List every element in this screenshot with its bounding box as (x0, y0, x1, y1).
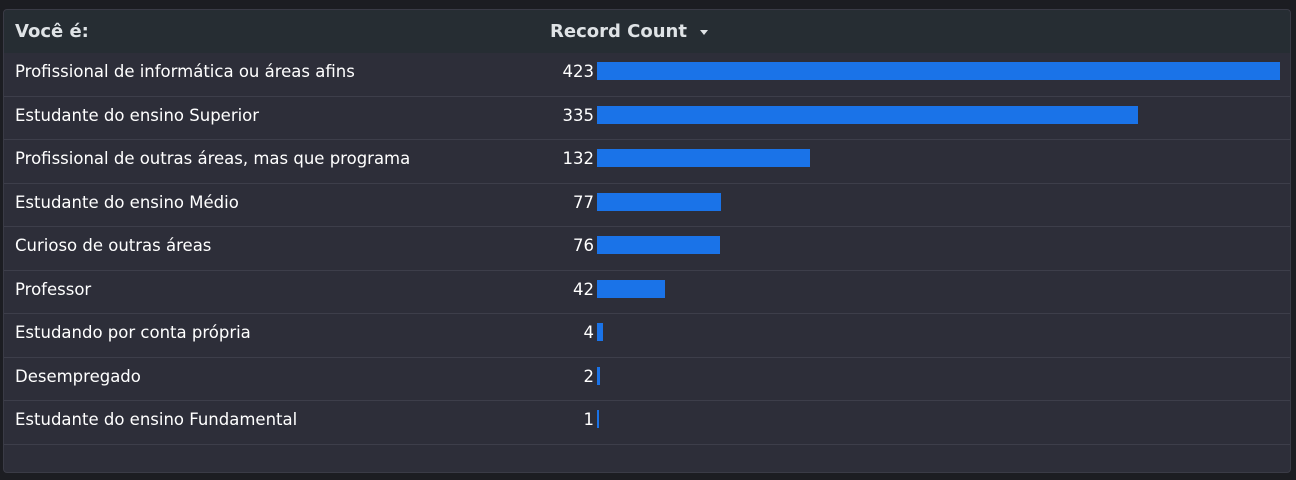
table-row[interactable]: Estudante do ensino Superior 335 (4, 97, 1290, 140)
row-label: Desempregado (15, 366, 141, 386)
row-label: Estudante do ensino Fundamental (15, 410, 298, 429)
table-row[interactable]: Curioso de outras áreas 76 (4, 227, 1290, 271)
row-value: 335 (562, 105, 595, 125)
row-bar (597, 149, 811, 167)
row-bar (597, 236, 720, 254)
row-value: 76 (573, 236, 594, 255)
row-label: Profissional de outras áreas, mas que pr… (15, 149, 411, 168)
row-bar (597, 410, 599, 428)
row-bar (597, 62, 1280, 80)
table-header: Você é: Record Count (4, 10, 1290, 53)
table-row[interactable]: Estudando por conta própria 4 (4, 314, 1290, 358)
table-row[interactable]: Professor 42 (4, 271, 1290, 314)
table-row[interactable]: Profissional de informática ou áreas afi… (4, 53, 1290, 97)
table-row[interactable]: Desempregado 2 (4, 358, 1290, 401)
row-value: 132 (562, 149, 595, 168)
row-value: 42 (573, 279, 594, 299)
row-bar (597, 366, 601, 385)
row-bar (597, 192, 722, 211)
row-bar (597, 105, 1138, 124)
table-row[interactable]: Estudante do ensino Médio 77 (4, 184, 1290, 227)
dimension-column-header[interactable]: Você é: (15, 21, 89, 42)
row-bar (597, 323, 604, 341)
table-panel: Você é: Record Count Profissional de inf… (3, 9, 1291, 473)
row-label: Curioso de outras áreas (15, 236, 212, 255)
metric-column-header[interactable]: Record Count (550, 21, 708, 42)
row-value: 77 (573, 192, 594, 212)
row-value: 4 (583, 323, 595, 342)
metric-column-header-label: Record Count (550, 21, 687, 42)
row-value: 1 (583, 410, 595, 429)
table-row[interactable]: Estudante do ensino Fundamental 1 (4, 401, 1290, 445)
caret-down-icon[interactable] (699, 30, 708, 35)
row-label: Estudando por conta própria (15, 323, 251, 342)
row-label: Estudante do ensino Médio (15, 192, 239, 212)
row-value: 423 (562, 62, 595, 81)
table-row[interactable]: Profissional de outras áreas, mas que pr… (4, 140, 1290, 184)
row-label: Profissional de informática ou áreas afi… (15, 62, 355, 81)
row-bar (597, 279, 665, 298)
row-label: Professor (15, 279, 92, 299)
row-label: Estudante do ensino Superior (15, 105, 260, 125)
table-body: Profissional de informática ou áreas afi… (4, 53, 1290, 445)
row-value: 2 (583, 366, 595, 386)
